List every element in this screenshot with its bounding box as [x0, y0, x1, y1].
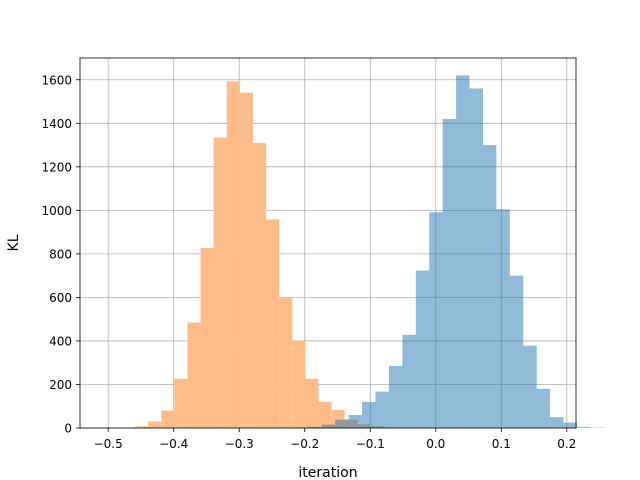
histogram-bar-series-2 — [536, 388, 551, 428]
y-tick-label: 1200 — [41, 160, 72, 174]
histogram-bar-series-1 — [279, 298, 293, 428]
histogram-bar-series-2 — [321, 424, 336, 428]
histogram-bar-series-2 — [563, 422, 577, 428]
histogram-bar-series-1 — [266, 219, 280, 428]
histogram-bar-series-2 — [576, 426, 591, 428]
histogram-bar-series-1 — [148, 421, 162, 428]
histogram-bar-series-2 — [308, 426, 322, 428]
histogram-bar-series-1 — [174, 378, 188, 428]
histogram-bar-series-2 — [362, 401, 376, 428]
histogram-bar-series-2 — [550, 417, 564, 428]
histogram-bar-series-1 — [318, 401, 332, 428]
histogram-bar-series-1 — [305, 378, 319, 428]
y-tick-label: 200 — [49, 378, 72, 392]
y-axis-ticks: 0 200 400 600 800 1000 1200 1400 1600 — [41, 73, 80, 436]
histogram-bar-series-1 — [200, 248, 214, 428]
x-tick-label: −0.2 — [290, 437, 319, 451]
histogram-bar-series-1 — [292, 340, 306, 428]
x-axis-label: iteration — [298, 465, 357, 480]
histogram-bar-series-2 — [375, 391, 389, 428]
histogram-bar-series-1 — [252, 142, 267, 428]
y-tick-label: 400 — [49, 334, 72, 348]
histogram-bar-series-1 — [226, 81, 240, 428]
histogram-bar-series-2 — [496, 209, 510, 428]
histogram-bar-series-2 — [442, 118, 457, 429]
histogram-bar-series-2 — [456, 75, 470, 428]
histogram-bar-series-1 — [161, 410, 175, 428]
histogram-bar-series-2 — [482, 145, 497, 428]
histogram-bar-series-1 — [187, 322, 201, 428]
x-tick-label: 0.0 — [426, 437, 445, 451]
y-tick-label: 1400 — [41, 117, 72, 131]
x-tick-label: −0.4 — [159, 437, 188, 451]
y-tick-label: 600 — [49, 291, 72, 305]
histogram-bar-series-2 — [402, 334, 416, 428]
histogram-bar-series-2 — [429, 212, 443, 428]
histogram-bar-series-2 — [348, 414, 363, 428]
histogram-bar-series-1 — [213, 137, 227, 429]
histogram-bar-series-2 — [509, 275, 524, 428]
histogram-bar-series-2 — [523, 345, 537, 428]
histogram-bar-series-2 — [415, 270, 430, 428]
y-tick-label: 1000 — [41, 204, 72, 218]
plot-frame — [79, 57, 577, 429]
x-tick-label: −0.5 — [94, 437, 123, 451]
x-axis-ticks: −0.5 −0.4 −0.3 −0.2 −0.1 0.0 0.1 0.2 — [94, 428, 576, 451]
y-axis-label: KL — [6, 234, 22, 251]
x-tick-label: 0.2 — [557, 437, 576, 451]
x-tick-label: 0.1 — [492, 437, 511, 451]
y-tick-label: 1600 — [41, 73, 72, 87]
y-tick-label: 800 — [49, 247, 72, 261]
histogram-bar-series-2 — [335, 419, 349, 428]
y-tick-label: 0 — [64, 422, 72, 436]
histogram-bar-series-1 — [135, 426, 149, 428]
x-tick-label: −0.1 — [356, 437, 385, 451]
histogram-bars — [121, 75, 604, 429]
histogram-bar-series-2 — [388, 365, 403, 428]
histogram-bar-series-1 — [239, 92, 253, 428]
x-tick-label: −0.3 — [225, 437, 254, 451]
histogram-bar-series-2 — [469, 88, 483, 429]
